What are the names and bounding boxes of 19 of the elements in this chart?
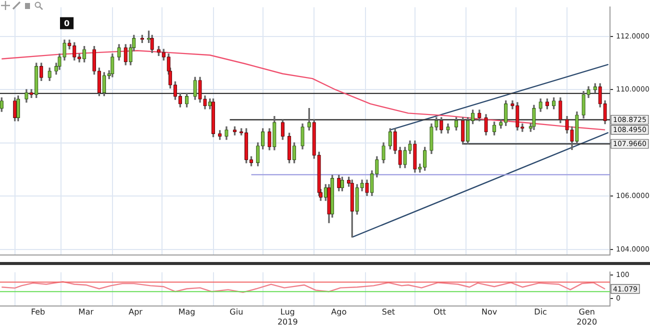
x-tick-label: Ott xyxy=(433,308,446,317)
x-tick-label: Gen 2020 xyxy=(576,308,598,326)
x-tick-label: Dic xyxy=(534,308,547,317)
candlestick xyxy=(211,98,216,138)
x-tick-label: Apr xyxy=(128,308,144,317)
candlestick xyxy=(492,122,496,136)
candlestick xyxy=(92,46,96,75)
candlestick xyxy=(232,126,237,136)
x-tick-label: Giu xyxy=(230,308,244,317)
x-tick-label: Lug 2019 xyxy=(277,308,298,326)
x-tick-label: Mar xyxy=(78,308,94,317)
x-tick-label: Mag xyxy=(178,308,196,317)
candlestick xyxy=(454,117,458,131)
annotation: 0 xyxy=(64,18,70,28)
candlestick xyxy=(292,142,296,164)
x-tick-label: Set xyxy=(382,308,396,317)
x-tick-label: Feb xyxy=(30,308,46,317)
x-tick-label: Nov xyxy=(482,308,498,317)
x-tick-label: Ago xyxy=(331,308,347,317)
